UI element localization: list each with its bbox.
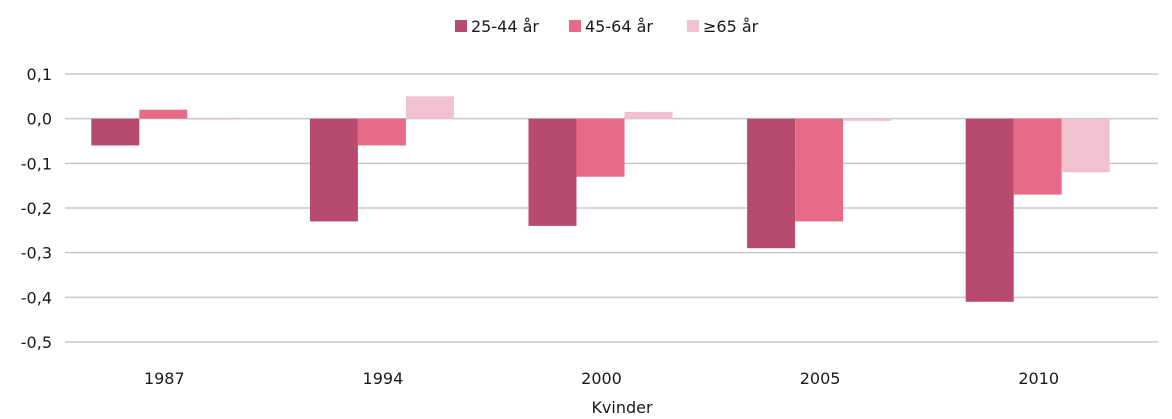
bar [187, 118, 236, 120]
bar [965, 118, 1014, 302]
y-tick-label: -0,4 [21, 288, 52, 307]
bars [91, 96, 1110, 302]
legend-label: 45-64 år [585, 17, 653, 36]
bar [795, 118, 844, 222]
bar [139, 109, 188, 119]
x-axis-tick-labels: 1987 1994 2000 2005 2010 [144, 369, 1059, 388]
bar [1061, 118, 1110, 173]
bar [624, 111, 673, 119]
bar [576, 118, 625, 177]
bar [91, 118, 140, 146]
y-tick-label: -0,1 [21, 154, 52, 173]
x-tick-label: 2005 [800, 369, 841, 388]
x-tick-label: 1987 [144, 369, 185, 388]
legend-label: 25-44 år [471, 17, 539, 36]
x-tick-label: 1994 [363, 369, 404, 388]
x-tick-label: 2010 [1018, 369, 1059, 388]
x-axis-title: Kvinder [591, 398, 653, 417]
bar [1013, 118, 1062, 195]
legend-swatch [569, 20, 581, 32]
y-tick-label: 0,0 [27, 110, 52, 129]
legend: 25-44 år 45-64 år ≥65 år [455, 17, 759, 36]
bar [405, 96, 454, 119]
y-axis-tick-labels: 0,1 0,0 -0,1 -0,2 -0,3 -0,4 -0,5 [21, 65, 52, 352]
x-tick-label: 2000 [581, 369, 622, 388]
bar [357, 118, 406, 146]
bar [309, 118, 358, 222]
y-tick-label: -0,2 [21, 199, 52, 218]
bar [843, 118, 892, 121]
legend-swatch [687, 20, 699, 32]
y-tick-label: -0,3 [21, 244, 52, 263]
bar [528, 118, 577, 226]
legend-swatch [455, 20, 467, 32]
legend-label: ≥65 år [703, 17, 759, 36]
y-tick-label: 0,1 [27, 65, 52, 84]
bar [747, 118, 796, 249]
y-tick-label: -0,5 [21, 333, 52, 352]
